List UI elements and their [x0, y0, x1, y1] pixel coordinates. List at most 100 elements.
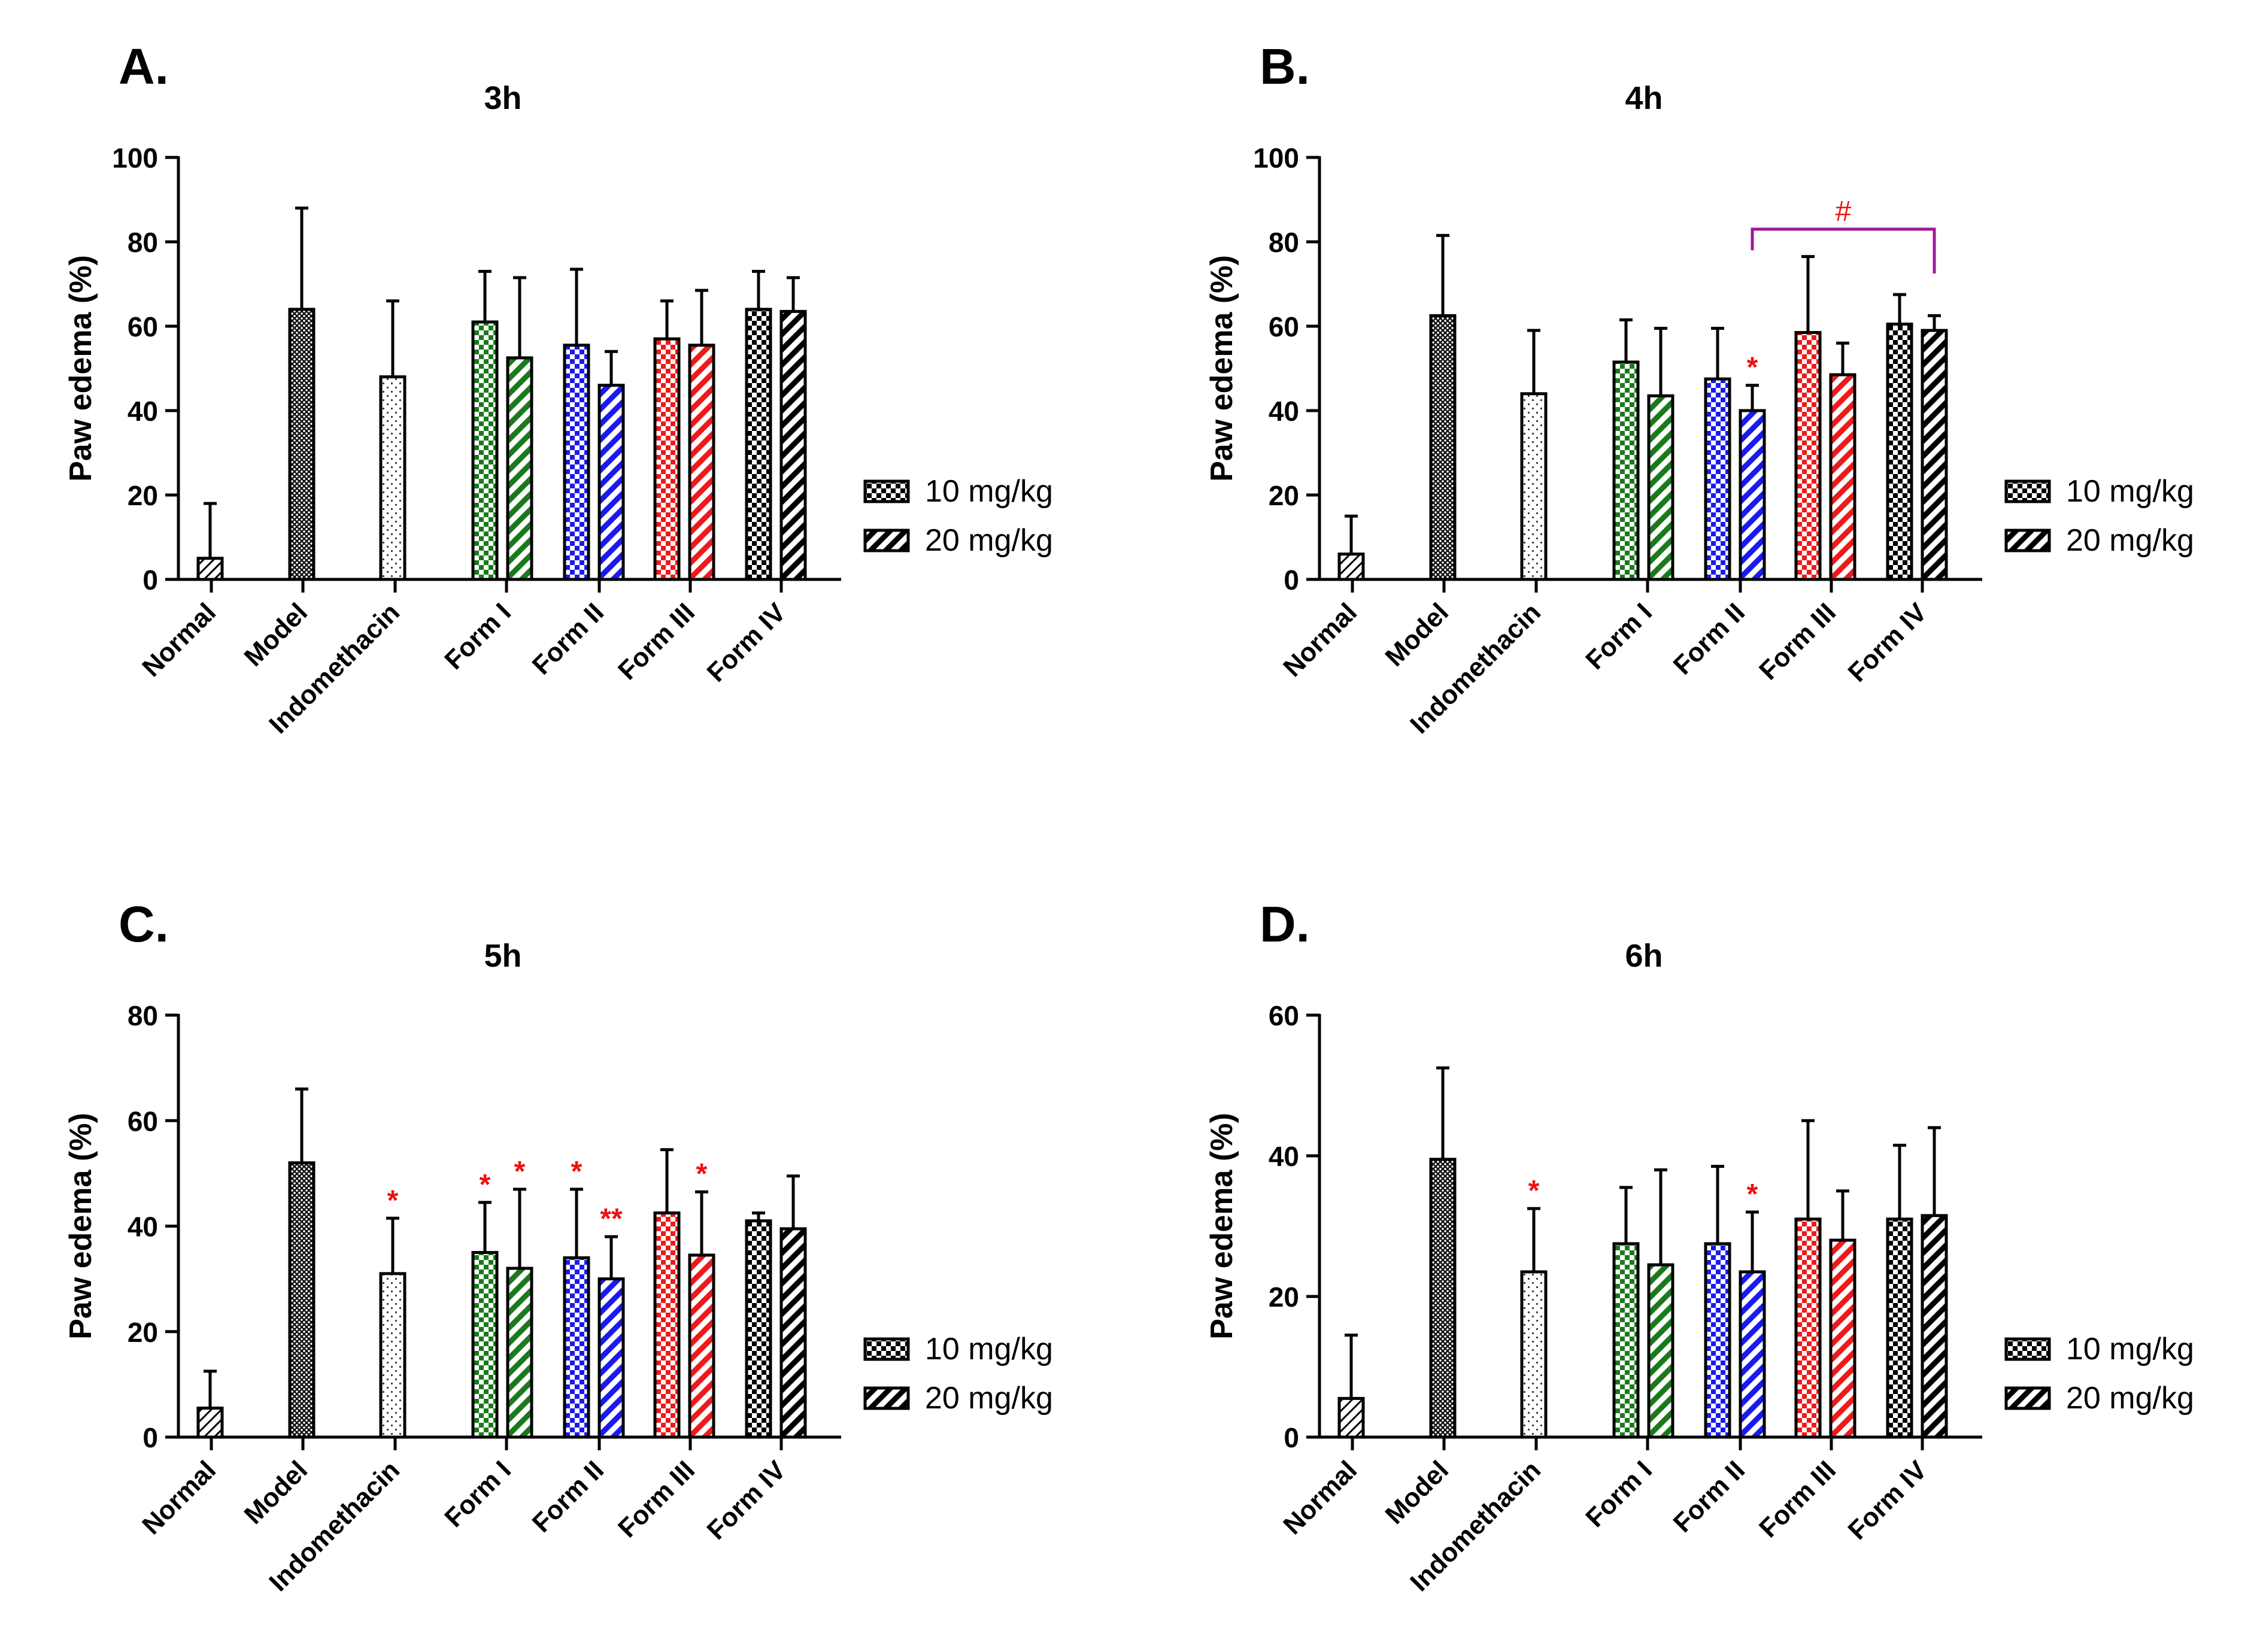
bar-form-i-20-mg-kg — [1647, 1263, 1674, 1439]
x-tick-label-model: Model — [239, 1455, 314, 1530]
y-tick-label: 0 — [142, 564, 158, 596]
significance-mark: * — [480, 1169, 491, 1201]
bar-form-iii-20-mg-kg — [688, 344, 715, 581]
significance-mark: * — [1747, 1179, 1758, 1210]
bar-form-i-10-mg-kg — [1612, 1242, 1640, 1439]
panel-label: C. — [119, 896, 169, 952]
bar-form-i-20-mg-kg — [506, 1267, 533, 1439]
y-tick-label: 0 — [1284, 1422, 1299, 1453]
bar-form-iv-10-mg-kg — [1886, 1217, 1913, 1439]
bar-normal — [1337, 552, 1365, 581]
panel-3h: A. 3h 0 20 40 60 80 100 Paw edema (%) Normal Model… — [63, 38, 1053, 739]
significance-mark: * — [514, 1156, 526, 1188]
bar-form-iii-20-mg-kg — [688, 1253, 715, 1439]
significance-mark: * — [1747, 352, 1758, 384]
y-tick-label: 0 — [1284, 564, 1299, 596]
x-tick-label-normal: Normal — [1278, 1455, 1363, 1540]
y-axis-label: Paw edema (%) — [63, 255, 98, 482]
x-tick-label-model: Model — [1380, 597, 1455, 672]
bar-form-i-10-mg-kg — [471, 1251, 499, 1439]
legend-swatch-10mg — [2004, 1337, 2051, 1361]
y-tick-label: 80 — [128, 227, 158, 258]
chart-title: 3h — [484, 80, 521, 116]
legend-label-10mg: 10 mg/kg — [2066, 1332, 2194, 1366]
bar-indomethacin — [379, 375, 406, 581]
bar-form-iv-20-mg-kg — [1921, 1214, 1948, 1439]
x-tick-label-normal: Normal — [1278, 597, 1363, 682]
bar-model — [1429, 1158, 1457, 1439]
chart-title: 5h — [484, 938, 521, 974]
legend-label-10mg: 10 mg/kg — [925, 1332, 1053, 1366]
bar-normal — [196, 557, 224, 581]
legend-label-20mg: 20 mg/kg — [925, 523, 1053, 558]
x-tick-label-form-ii: Form II — [1668, 1455, 1751, 1538]
bar-form-iii-20-mg-kg — [1829, 1238, 1856, 1439]
legend-label-20mg: 20 mg/kg — [925, 1381, 1053, 1416]
x-tick-label-normal: Normal — [136, 597, 222, 682]
bar-indomethacin — [1520, 392, 1548, 581]
legend-label-20mg: 20 mg/kg — [2066, 1381, 2194, 1416]
significance-mark: * — [1528, 1175, 1540, 1207]
x-tick-label-form-iii: Form III — [612, 597, 700, 685]
x-tick-label-form-iv: Form IV — [702, 597, 792, 688]
y-tick-label: 40 — [1269, 1141, 1299, 1172]
chart-title: 4h — [1625, 80, 1663, 116]
y-tick-label: 20 — [1269, 480, 1299, 511]
bar-form-ii-10-mg-kg — [1704, 1242, 1731, 1439]
x-tick-label-form-i: Form I — [1580, 597, 1658, 675]
bar-form-ii-20-mg-kg — [1739, 409, 1766, 581]
bar-normal — [1337, 1396, 1365, 1439]
y-tick-label: 60 — [1269, 1000, 1299, 1031]
bar-model — [1429, 314, 1457, 581]
bar-indomethacin — [379, 1272, 406, 1439]
y-tick-label: 0 — [142, 1422, 158, 1453]
bar-form-ii-10-mg-kg — [1704, 377, 1731, 581]
panel-label: B. — [1260, 38, 1310, 95]
bar-form-iv-10-mg-kg — [745, 1219, 772, 1439]
bar-form-iii-10-mg-kg — [1794, 331, 1822, 581]
bar-indomethacin — [1520, 1270, 1548, 1439]
bar-form-iv-20-mg-kg — [1921, 329, 1948, 581]
legend-swatch-20mg — [2004, 529, 2051, 552]
x-tick-label-normal: Normal — [136, 1455, 222, 1540]
y-axis-label: Paw edema (%) — [1205, 1113, 1239, 1340]
bar-form-iii-10-mg-kg — [1794, 1217, 1822, 1439]
y-tick-label: 20 — [128, 1317, 158, 1348]
bar-form-i-10-mg-kg — [471, 320, 499, 581]
legend-label-10mg: 10 mg/kg — [2066, 474, 2194, 509]
panel-label: A. — [119, 38, 169, 95]
bar-form-iv-20-mg-kg — [779, 1227, 807, 1439]
y-tick-label: 40 — [128, 396, 158, 427]
legend-swatch-20mg — [2004, 1386, 2051, 1410]
y-tick-label: 80 — [128, 1000, 158, 1031]
x-tick-label-form-i: Form I — [1580, 1455, 1658, 1533]
bar-form-iii-10-mg-kg — [653, 1211, 681, 1439]
x-tick-label-form-iv: Form IV — [1843, 1455, 1933, 1545]
y-axis-label: Paw edema (%) — [1205, 255, 1239, 482]
bar-model — [288, 308, 316, 581]
y-tick-label: 20 — [128, 480, 158, 511]
bar-form-ii-20-mg-kg — [597, 1277, 625, 1439]
x-tick-label-form-ii: Form II — [527, 597, 609, 680]
bar-form-iv-10-mg-kg — [745, 308, 772, 581]
bar-form-iii-20-mg-kg — [1829, 373, 1856, 581]
bar-form-i-20-mg-kg — [506, 356, 533, 581]
x-tick-label-form-iii: Form III — [612, 1455, 700, 1543]
panel-4h: B. 4h 0 20 40 60 80 100 Paw edema (%) Normal Model… — [1205, 38, 2194, 739]
bracket-label: # — [1836, 196, 1852, 227]
y-tick-label: 60 — [1269, 311, 1299, 342]
bar-model — [288, 1161, 316, 1439]
y-tick-label: 20 — [1269, 1281, 1299, 1313]
x-tick-label-form-iv: Form IV — [1843, 597, 1933, 688]
legend-swatch-10mg — [863, 1337, 910, 1361]
bar-form-ii-10-mg-kg — [563, 1256, 590, 1439]
y-tick-label: 40 — [128, 1211, 158, 1243]
x-tick-label-form-ii: Form II — [527, 1455, 609, 1538]
legend-label-20mg: 20 mg/kg — [2066, 523, 2194, 558]
legend-swatch-10mg — [2004, 479, 2051, 503]
x-tick-label-form-i: Form I — [439, 597, 517, 675]
